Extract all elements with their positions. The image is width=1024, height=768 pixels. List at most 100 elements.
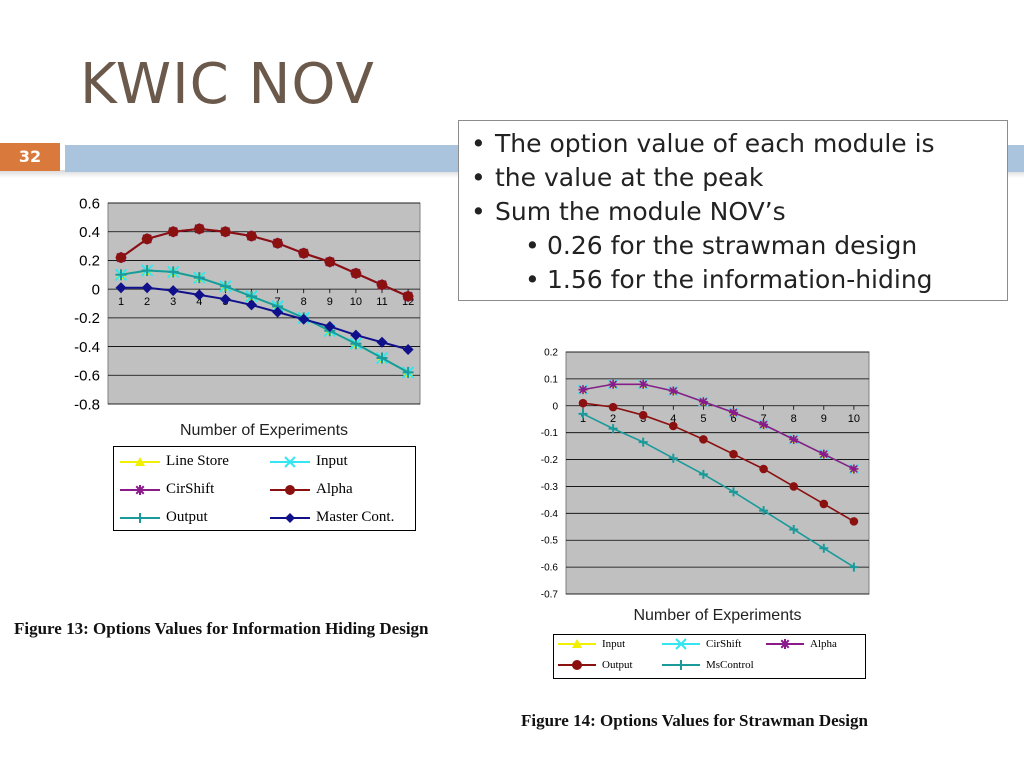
legend-item-alpha: Alpha (270, 481, 353, 498)
legend-label: Alpha (316, 481, 353, 497)
chart-2-x-tick-label: 10 (848, 413, 860, 425)
chart-2-y-tick-label: -0.5 (541, 536, 559, 547)
chart-1-point-master-cont (167, 285, 179, 297)
chart-1-point-master-cont (376, 336, 388, 348)
chart-2-point-mscontrol (729, 487, 738, 497)
chart-1-point-alpha (298, 248, 309, 259)
chart-1-point-alpha (115, 252, 127, 263)
chart-1-point-alpha (141, 233, 153, 245)
legend-swatch-mscontrol (662, 660, 700, 670)
legend-swatch-marker (572, 639, 582, 648)
chart-1-y-tick-label: -0.8 (74, 396, 100, 413)
chart-1-y-tick-label: -0.2 (74, 310, 100, 327)
chart-2-point-alpha (608, 379, 618, 389)
chart-2-point-mscontrol (668, 453, 678, 463)
chart-2-point-alpha (819, 449, 829, 459)
chart-1-point-master-cont (350, 329, 362, 341)
chart-2-point-mscontrol (849, 562, 859, 572)
chart-1-y-tick-label: 0 (92, 281, 100, 298)
chart-1-point-output (402, 366, 414, 378)
chart-1-point-alpha (272, 237, 283, 249)
chart-1-point-alpha (194, 223, 205, 235)
chart-1-x-tick-label: 8 (301, 296, 307, 308)
legend-label: Alpha (810, 638, 837, 650)
chart-2-point-alpha (698, 397, 708, 407)
chart-1-x-tick-label: 4 (196, 296, 202, 308)
chart-2-series-line-output (582, 402, 855, 523)
chart-1-point-output (167, 266, 179, 278)
chart-2-point-output (578, 398, 588, 408)
chart-2-x-tick-label: 8 (791, 413, 797, 425)
chart-1-point-alpha (376, 279, 388, 291)
legend-label: Input (602, 638, 626, 650)
chart-2-x-tick-label: 5 (700, 413, 706, 425)
legend-swatch-input (270, 455, 310, 468)
legend-item-cirshift: CirShift (662, 637, 741, 651)
chart-1-x-tick-label: 1 (118, 296, 124, 308)
chart-1-y-tick-label: 0.4 (79, 224, 100, 241)
bullet-item: Sum the module NOV’s (469, 195, 997, 229)
chart-2-plot-area (565, 351, 870, 595)
chart-1-point-output (193, 272, 205, 284)
chart-1-point-master-cont (193, 289, 205, 301)
legend-item-input: Input (270, 453, 348, 470)
legend-swatch-marker (284, 455, 296, 468)
legend-label: CirShift (706, 638, 742, 650)
chart-1-point-output (376, 352, 388, 364)
chart-2-x-tick-label: 1 (580, 413, 586, 425)
legend-swatch-marker (780, 639, 790, 649)
chart-2-y-tick-label: -0.4 (541, 509, 559, 520)
legend-swatch-marker (285, 512, 295, 523)
chart-1-x-tick-label: 3 (170, 296, 176, 308)
chart-2-series-line-mscontrol (582, 413, 855, 568)
chart-2-x-tick-label: 9 (821, 413, 827, 425)
chart-1-point-alpha (350, 268, 362, 279)
chart-1-point-master-cont (141, 282, 153, 294)
chart-1-legend: Line Store Input CirShift Alpha Output Master… (113, 446, 416, 531)
chart-1-point-alpha (246, 230, 257, 242)
chart-2-point-mscontrol (819, 543, 829, 553)
chart-2-point-alpha (759, 420, 769, 430)
legend-swatch-cirshift (662, 638, 700, 650)
legend-item-master-cont: Master Cont. (270, 509, 394, 526)
legend-swatch-marker (135, 456, 145, 466)
bullet-box: The option value of each module is the v… (458, 120, 1008, 301)
legend-swatch-marker (675, 638, 687, 650)
chart-2-y-tick-label: 0.2 (544, 348, 558, 359)
chart-1-point-alpha (220, 226, 231, 237)
chart-2-point-mscontrol (578, 409, 588, 419)
legend-swatch-output (120, 512, 160, 523)
figure-13-caption: Figure 13: Options Values for Informatio… (14, 619, 429, 638)
legend-swatch-output (558, 660, 596, 670)
legend-swatch-master-cont (270, 512, 310, 523)
chart-1-point-output (115, 269, 127, 281)
legend-item-input: Input (558, 637, 625, 651)
legend-label: MsControl (706, 659, 754, 671)
chart-2-point-alpha (849, 464, 859, 474)
legend-swatch-input (558, 639, 596, 648)
chart-2-point-alpha (789, 434, 799, 444)
legend-swatch-marker (572, 660, 582, 670)
chart-1-x-tick-label: 10 (350, 296, 362, 308)
chart-2-y-tick-label: 0.1 (544, 374, 558, 385)
chart-1-point-master-cont (272, 306, 284, 318)
chart-2-point-output (699, 435, 708, 444)
slide-number: 32 (0, 143, 60, 171)
chart-1-point-master-cont (246, 299, 257, 311)
chart-2-y-tick-label: -0.6 (541, 563, 559, 574)
chart-1-point-master-cont (115, 282, 127, 294)
chart-2-point-output (759, 464, 768, 474)
legend-label: Line Store (166, 453, 229, 469)
chart-2-legend: Input CirShift Alpha Output MsControl (553, 634, 866, 679)
legend-label: Output (166, 509, 208, 525)
chart-2-x-tick-label: 6 (730, 413, 736, 425)
legend-label: Master Cont. (316, 509, 395, 525)
chart-1-point-master-cont (298, 313, 310, 325)
chart-2-y-tick-label: -0.2 (541, 455, 559, 466)
legend-swatch-line-store (120, 456, 160, 466)
legend-item-cirshift: CirShift (120, 481, 214, 498)
chart-2-point-output (819, 499, 829, 509)
chart-1-x-axis-label: Number of Experiments (180, 422, 348, 439)
legend-item-output: Output (120, 509, 208, 526)
